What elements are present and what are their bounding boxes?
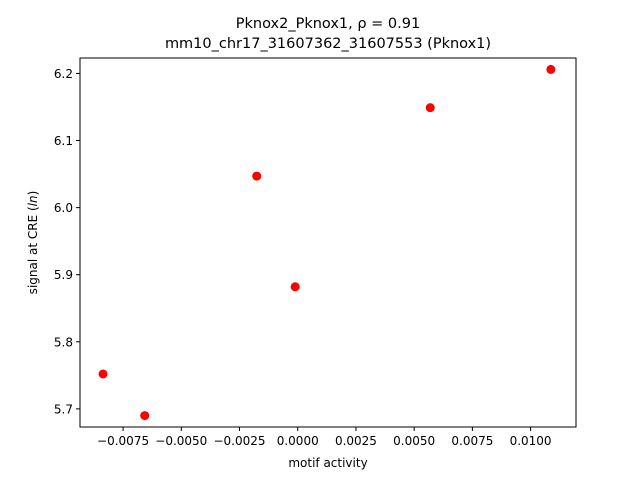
y-axis-ticks: 5.7 5.8 5.9 6.0 6.1 6.2 xyxy=(54,67,80,416)
x-axis-label: motif activity xyxy=(288,456,367,470)
data-point xyxy=(546,64,556,74)
x-tick-label: 0.0050 xyxy=(393,434,435,448)
y-tick-label: 5.9 xyxy=(54,268,73,282)
data-point xyxy=(140,411,150,421)
x-axis-ticks: −0.0075 −0.0050 −0.0025 0.0000 0.0025 0.0050 0… xyxy=(97,427,552,448)
y-tick-label: 6.0 xyxy=(54,201,73,215)
data-point xyxy=(252,171,262,181)
x-tick-label: 0.0075 xyxy=(451,434,493,448)
chart-title-line1: Pknox2_Pknox1, ρ = 0.91 xyxy=(236,16,420,32)
x-tick-label: −0.0075 xyxy=(97,434,149,448)
chart-title-line2: mm10_chr17_31607362_31607553 (Pknox1) xyxy=(165,36,491,52)
x-tick-label: −0.0050 xyxy=(155,434,207,448)
y-tick-label: 6.1 xyxy=(54,134,73,148)
data-points xyxy=(98,64,556,421)
x-tick-label: 0.0025 xyxy=(335,434,377,448)
x-tick-label: 0.0000 xyxy=(277,434,319,448)
x-tick-label: 0.0100 xyxy=(510,434,552,448)
y-tick-label: 5.8 xyxy=(54,335,73,349)
y-tick-label: 6.2 xyxy=(54,67,73,81)
data-point xyxy=(425,103,435,113)
data-point xyxy=(98,369,108,379)
y-axis-label: signal at CRE (ln) xyxy=(26,191,40,295)
data-point xyxy=(290,282,300,292)
y-tick-label: 5.7 xyxy=(54,402,73,416)
plot-frame xyxy=(79,57,577,428)
x-tick-label: −0.0025 xyxy=(213,434,265,448)
